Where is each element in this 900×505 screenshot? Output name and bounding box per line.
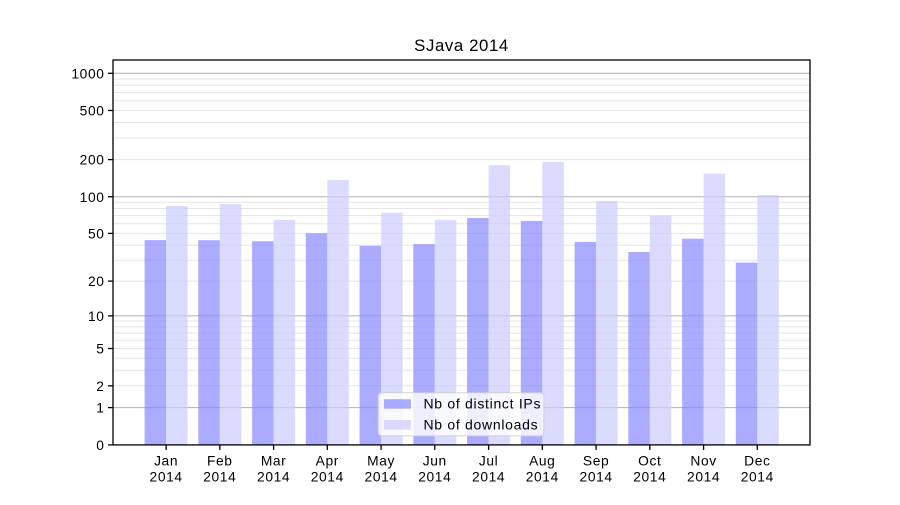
svg-text:Jan: Jan: [154, 453, 178, 468]
svg-text:0: 0: [96, 438, 104, 453]
svg-text:2014: 2014: [418, 470, 451, 485]
svg-text:Nb of downloads: Nb of downloads: [424, 417, 539, 433]
svg-text:500: 500: [80, 104, 105, 119]
svg-text:1: 1: [96, 401, 104, 416]
svg-text:1000: 1000: [71, 66, 104, 81]
svg-text:Mar: Mar: [261, 453, 287, 468]
svg-text:2014: 2014: [633, 470, 666, 485]
svg-text:20: 20: [88, 274, 105, 289]
svg-text:Oct: Oct: [638, 453, 661, 468]
svg-text:2014: 2014: [741, 470, 774, 485]
svg-text:2014: 2014: [311, 470, 344, 485]
svg-text:Sep: Sep: [583, 453, 609, 468]
svg-text:Apr: Apr: [316, 453, 339, 468]
svg-text:2014: 2014: [526, 470, 559, 485]
svg-text:Aug: Aug: [529, 453, 555, 468]
svg-text:2: 2: [96, 379, 104, 394]
svg-text:2014: 2014: [150, 470, 183, 485]
svg-text:10: 10: [88, 309, 105, 324]
svg-text:2014: 2014: [580, 470, 613, 485]
svg-text:Nb of distinct IPs: Nb of distinct IPs: [424, 396, 542, 412]
svg-text:SJava 2014: SJava 2014: [414, 36, 509, 55]
svg-text:Nov: Nov: [690, 453, 716, 468]
svg-text:2014: 2014: [365, 470, 398, 485]
svg-text:200: 200: [80, 153, 105, 168]
svg-text:2014: 2014: [257, 470, 290, 485]
svg-text:2014: 2014: [472, 470, 505, 485]
svg-text:50: 50: [88, 227, 105, 242]
svg-text:Dec: Dec: [744, 453, 770, 468]
svg-text:2014: 2014: [203, 470, 236, 485]
svg-text:2014: 2014: [687, 470, 720, 485]
svg-text:Jul: Jul: [479, 453, 498, 468]
svg-text:100: 100: [80, 190, 105, 205]
svg-text:Feb: Feb: [207, 453, 233, 468]
svg-text:May: May: [367, 453, 395, 468]
svg-text:Jun: Jun: [423, 453, 447, 468]
svg-text:5: 5: [96, 342, 104, 357]
